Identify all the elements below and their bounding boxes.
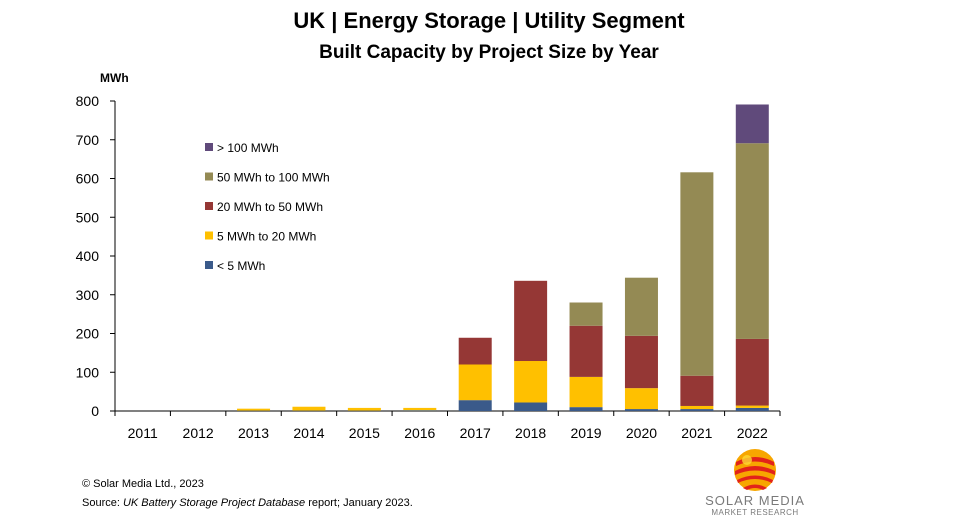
y-tick-label: 700: [76, 132, 100, 148]
copyright-text: © Solar Media Ltd., 2023: [82, 478, 204, 490]
bar-segment: [624, 277, 658, 336]
bar-segment: [680, 409, 714, 411]
x-tick-label: 2022: [737, 425, 768, 441]
bar-segment: [569, 325, 603, 377]
logo-tagline: MARKET RESEARCH: [711, 508, 799, 517]
bar-segment: [624, 409, 658, 411]
bar-segment: [735, 338, 769, 406]
legend-swatch: [205, 261, 213, 269]
bar-segment: [458, 364, 492, 401]
legend-label: 5 MWh to 20 MWh: [217, 230, 316, 244]
bar-segment: [569, 407, 603, 411]
bar-segment: [292, 406, 326, 411]
bar-segment: [569, 302, 603, 326]
legend-swatch: [205, 231, 213, 240]
logo-name: SOLAR MEDIA: [705, 493, 805, 508]
x-tick-label: 2019: [570, 425, 601, 441]
bar-segment: [680, 172, 714, 376]
x-tick-label: 2012: [183, 425, 214, 441]
bar-segment: [735, 143, 769, 339]
x-tick-label: 2018: [515, 425, 546, 441]
y-tick-label: 500: [76, 209, 100, 225]
x-tick-label: 2014: [293, 425, 324, 441]
bar-segment: [514, 402, 548, 411]
x-tick-label: 2015: [349, 425, 380, 441]
solar-media-globe-icon: [734, 449, 776, 491]
legend-label: > 100 MWh: [217, 141, 279, 155]
x-tick-label: 2020: [626, 425, 657, 441]
source-suffix: report; January 2023.: [305, 497, 413, 509]
legend-label: 20 MWh to 50 MWh: [217, 200, 323, 214]
source-text: Source: UK Battery Storage Project Datab…: [82, 497, 413, 509]
y-tick-label: 800: [76, 93, 100, 109]
bar-segment: [624, 335, 658, 389]
x-tick-label: 2011: [128, 425, 158, 441]
chart-subtitle: Built Capacity by Project Size by Year: [319, 42, 659, 63]
bar-segment: [514, 361, 548, 403]
y-tick-label: 100: [76, 364, 100, 380]
y-tick-label: 0: [91, 403, 99, 419]
x-tick-label: 2016: [404, 425, 435, 441]
source-report-name: UK Battery Storage Project Database: [122, 497, 306, 509]
source-prefix: Source:: [82, 497, 123, 509]
bar-segment: [624, 388, 658, 410]
bar-segment: [735, 407, 769, 411]
y-axis-unit-label: MWh: [100, 71, 129, 85]
bar-segment: [458, 337, 492, 365]
y-tick-label: 600: [76, 171, 100, 187]
legend-swatch: [205, 202, 213, 210]
bar-segment: [403, 410, 437, 411]
bar-segment: [735, 104, 769, 144]
legend-label: < 5 MWh: [217, 259, 265, 273]
x-tick-label: 2017: [460, 425, 491, 441]
y-tick-label: 300: [76, 287, 100, 303]
bar-segment: [458, 400, 492, 411]
solar-media-logo: SOLAR MEDIA MARKET RESEARCH: [695, 448, 815, 524]
bar-segment: [403, 407, 437, 411]
legend-label: 50 MWh to 100 MWh: [217, 171, 330, 185]
bar-segment: [735, 405, 769, 408]
bar-segment: [569, 376, 603, 408]
y-tick-label: 400: [76, 248, 100, 264]
x-tick-label: 2021: [681, 425, 712, 441]
bar-segment: [347, 407, 381, 411]
x-tick-label: 2013: [238, 425, 269, 441]
bar-segment: [237, 408, 271, 411]
bar-segment: [680, 375, 714, 406]
y-tick-label: 200: [76, 326, 100, 342]
bar-segment: [514, 280, 548, 362]
bar-segment: [680, 405, 714, 410]
legend-swatch: [205, 143, 213, 151]
legend-swatch: [205, 172, 213, 181]
chart-title: UK | Energy Storage | Utility Segment: [293, 8, 685, 33]
